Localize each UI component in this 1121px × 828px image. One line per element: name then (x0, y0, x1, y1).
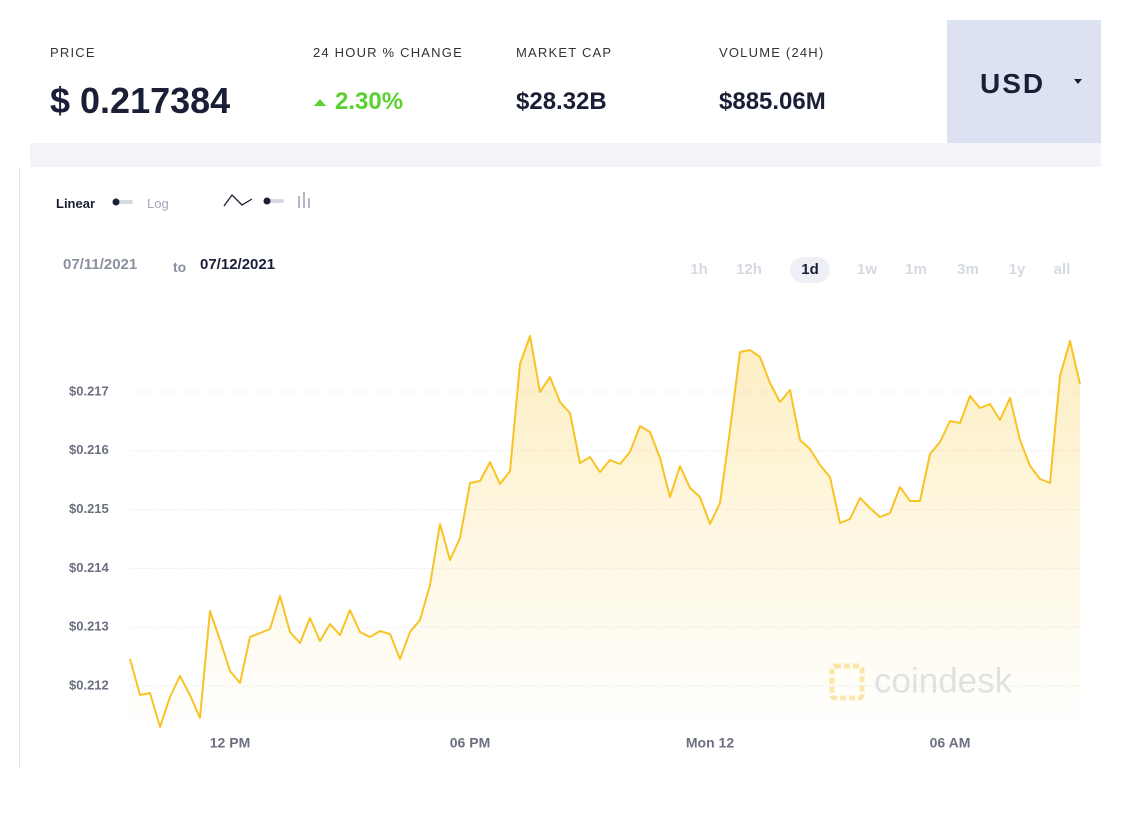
dropdown-caret (1074, 79, 1082, 84)
date-from[interactable]: 07/11/2021 (63, 256, 138, 273)
range-button[interactable]: 1h (690, 261, 708, 278)
range-button[interactable]: all (1053, 261, 1071, 278)
market-cap: $28.32B (516, 88, 607, 115)
currency[interactable]: USD (980, 68, 1046, 99)
stats-panel (30, 20, 947, 143)
range-button[interactable]: 1m (905, 261, 927, 278)
change: 2.30% (335, 88, 404, 115)
stat-label: PRICE (50, 45, 96, 60)
stat-label: VOLUME (24H) (719, 45, 825, 60)
stat-label: 24 HOUR % CHANGE (313, 45, 463, 60)
y-tick-label: $0.213 (69, 619, 109, 634)
price-line (129, 335, 1081, 728)
log-toggle[interactable]: Log (147, 196, 169, 211)
date-to-word: to (173, 259, 187, 275)
chart-style-switch[interactable] (222, 190, 322, 212)
x-tick-label: 06 PM (450, 735, 490, 751)
linear-toggle[interactable]: Linear (56, 196, 96, 211)
scale-switch[interactable] (111, 196, 137, 208)
separator (30, 143, 1101, 167)
range-button[interactable]: 1y (1008, 261, 1026, 278)
range-button[interactable]: 1d (790, 257, 830, 283)
date-to[interactable]: 07/12/2021 (200, 256, 276, 273)
up-arrow (314, 99, 326, 106)
stat-label: MARKET CAP (516, 45, 613, 60)
currency-dropdown[interactable]: USD (947, 20, 1101, 143)
range-button[interactable]: 3m (957, 261, 979, 278)
volume: $885.06M (719, 88, 826, 115)
range-button[interactable]: 12h (736, 261, 762, 278)
panel-border (19, 167, 20, 768)
x-tick-label: 12 PM (210, 735, 250, 751)
area-fill (130, 336, 1080, 730)
y-tick-label: $0.214 (69, 560, 110, 575)
y-tick-label: $0.216 (69, 442, 109, 457)
y-tick-label: $0.217 (69, 383, 109, 398)
range-button[interactable]: 1w (856, 261, 877, 278)
y-tick-label: $0.212 (69, 677, 109, 692)
x-tick-label: 06 AM (930, 735, 971, 751)
price: $ 0.217384 (50, 80, 231, 121)
x-tick-label: Mon 12 (686, 735, 734, 751)
y-tick-label: $0.215 (69, 501, 109, 516)
